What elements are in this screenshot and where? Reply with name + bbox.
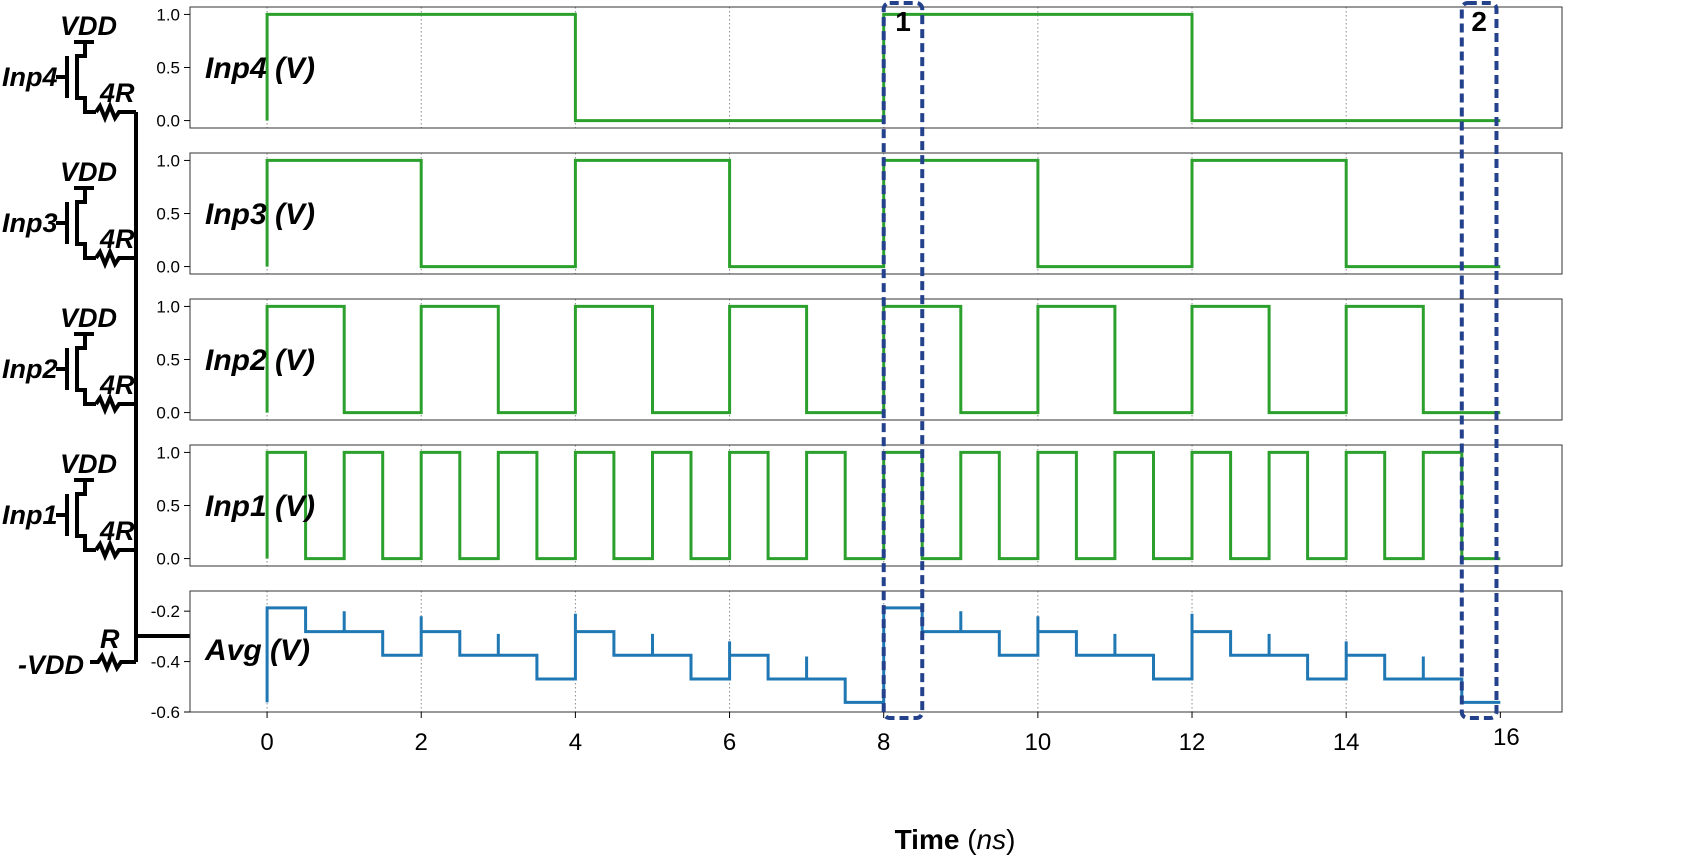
resistor-icon [94,538,136,562]
negative-supply-label: -VDD [18,650,84,680]
transistor-gate [56,56,69,98]
x-tick-label: 10 [1025,729,1052,756]
y-tick-label: -0.6 [151,703,180,722]
panel-label-inp1: Inp1 (V) [205,490,315,523]
x-tick-label: 4 [569,729,582,756]
series-line-avg [265,606,1501,704]
transistor-gate [56,348,69,390]
input-label: Inp1 [2,500,58,530]
transistor-body [75,334,96,406]
highlight-box-label: 2 [1471,6,1487,37]
x-tick-label: 8 [877,729,890,756]
y-tick-label: 0.5 [156,497,180,516]
x-axis-label-open: ( [959,824,977,855]
panel-label-inp2: Inp2 (V) [205,344,315,377]
panel-inp2: 1.0 0.5 0.0 Inp2 (V) [156,297,1563,423]
vdd-label: VDD [60,157,117,187]
y-tick-label: 0.0 [156,258,180,277]
panel-inp3: 1.0 0.5 0.0 Inp3 (V) [156,151,1563,277]
axes-frame [189,444,1563,567]
panel-inp4: 1.0 0.5 0.0 Inp4 (V) [156,5,1563,131]
input-label: Inp4 [2,62,58,92]
transistor-body [75,188,96,260]
y-tick-label: 1.0 [156,5,180,24]
input-label: Inp3 [2,208,58,238]
x-axis-label-unit: ns [977,824,1007,855]
vdd-label: VDD [60,11,117,41]
axes-frame [189,152,1563,275]
highlight-box-1 [881,1,925,720]
vdd-label: VDD [60,303,117,333]
y-tick-label: -0.2 [151,602,180,621]
axes-frame [189,298,1563,421]
input-label: Inp2 [2,354,58,384]
y-tick-label: -0.4 [151,653,180,672]
resistor-icon [94,100,136,124]
transistor-body [75,42,96,114]
x-tick-label: 12 [1179,729,1206,756]
panel-label-inp4: Inp4 (V) [205,52,315,85]
y-tick-label: 0.5 [156,205,180,224]
highlight-box-2 [1459,1,1499,720]
panel-inp1: 1.0 0.5 0.0 Inp1 (V) [156,443,1563,569]
transistor-body [75,480,96,552]
bottom-resistor-label: R [100,624,120,654]
circuit-schematic: VDDInp44RVDDInp34RVDDInp24RVDDInp14RR-VD… [2,11,190,680]
y-tick-label: 1.0 [156,443,180,462]
bottom-resistor-icon [90,650,136,674]
y-tick-label: 1.0 [156,151,180,170]
panel-avg: -0.2 -0.4 -0.6 Avg (V) [151,590,1563,722]
x-tick-label: 14 [1333,729,1360,756]
series-line-inp3 [265,158,1501,269]
vdd-label: VDD [60,449,117,479]
x-tick-label: 2 [415,729,428,756]
panel-label-inp3: Inp3 (V) [205,198,315,231]
x-axis-label-main: Time [895,824,960,855]
resistor-icon [94,246,136,270]
resistor-label: 4R [99,370,135,400]
axes-frame [189,6,1563,129]
y-tick-label: 1.0 [156,297,180,316]
x-axis: Time (ns) 0 2 4 6 8 10 12 14 16 [260,712,1520,855]
waveform-panels: 1.0 0.5 0.0 Inp4 (V) 1.0 0.5 0.0 Inp3 (V) 1.0 0.5… [151,5,1563,722]
x-axis-label: Time (ns) [895,824,1016,855]
series-line-inp1 [265,450,1501,561]
panel-label-avg: Avg (V) [204,634,310,667]
resistor-icon [94,392,136,416]
y-tick-label: 0.0 [156,404,180,423]
resistor-label: 4R [99,78,135,108]
resistor-label: 4R [99,516,135,546]
transistor-gate [56,202,69,244]
transistor-gate [56,494,69,536]
y-tick-label: 0.0 [156,112,180,131]
y-tick-label: 0.5 [156,351,180,370]
y-tick-label: 0.0 [156,550,180,569]
resistor-label: 4R [99,224,135,254]
highlight-box-label: 1 [895,6,911,37]
axes-frame [189,590,1563,713]
y-tick-label: 0.5 [156,59,180,78]
x-tick-label: 16 [1493,724,1520,751]
x-tick-label: 6 [723,729,736,756]
x-axis-label-close: ) [1006,824,1015,855]
x-tick-label: 0 [260,729,273,756]
